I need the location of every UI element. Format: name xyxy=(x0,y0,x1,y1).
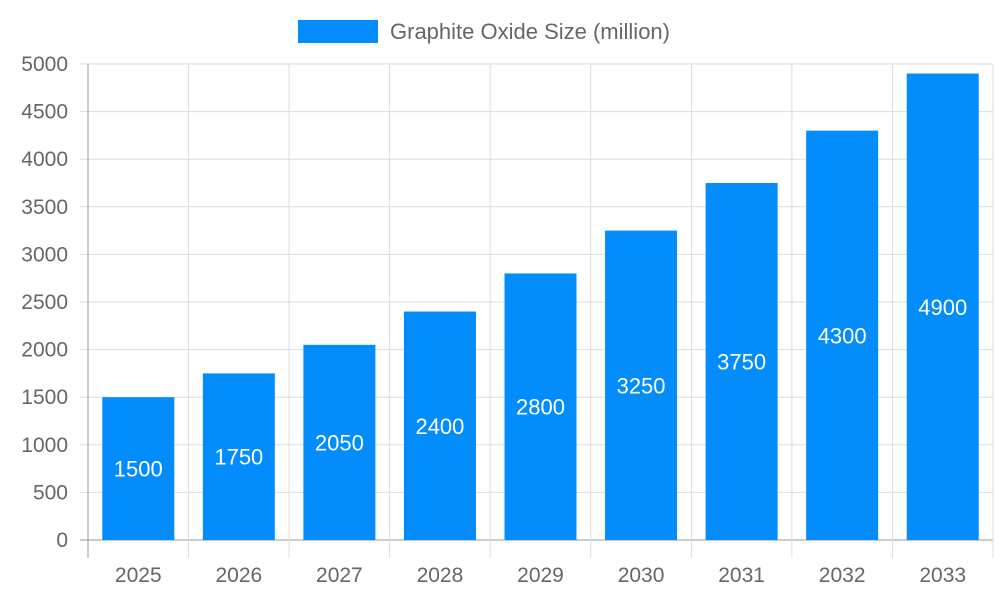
x-tick-label: 2032 xyxy=(819,564,866,587)
x-tick-label: 2026 xyxy=(215,564,262,587)
data-label: 2400 xyxy=(415,414,464,439)
y-tick-label: 3500 xyxy=(21,196,68,219)
bar xyxy=(906,73,979,541)
y-tick-label: 5000 xyxy=(21,53,68,76)
y-tick-label: 1500 xyxy=(21,386,68,409)
data-label: 2800 xyxy=(516,395,565,420)
bars xyxy=(102,73,979,541)
y-tick-label: 500 xyxy=(33,481,68,504)
y-tick-label: 2500 xyxy=(21,291,68,314)
data-label: 1750 xyxy=(214,445,263,470)
y-tick-label: 2000 xyxy=(21,339,68,362)
data-labels: 1500 1750 2050 2400 2800 3250 3750 4300 4900 xyxy=(114,295,967,482)
bar xyxy=(705,183,778,540)
y-tick-label: 0 xyxy=(56,529,68,552)
data-label: 4900 xyxy=(918,295,967,320)
bar xyxy=(605,230,678,540)
x-tick-label: 2033 xyxy=(919,564,966,587)
x-tick-label: 2031 xyxy=(718,564,765,587)
x-tick-label: 2027 xyxy=(316,564,363,587)
x-tick-label: 2030 xyxy=(618,564,665,587)
bar xyxy=(504,273,577,540)
y-tick-label: 3000 xyxy=(21,243,68,266)
legend-swatch xyxy=(298,20,378,43)
legend-label: Graphite Oxide Size (million) xyxy=(390,19,670,44)
data-label: 3750 xyxy=(717,350,766,375)
data-label: 3250 xyxy=(617,373,666,398)
data-label: 2050 xyxy=(315,430,364,455)
data-label: 1500 xyxy=(114,457,163,482)
data-label: 4300 xyxy=(818,323,867,348)
x-tick-label: 2025 xyxy=(115,564,162,587)
axes: 0 500 1000 1500 2000 2500 3000 3500 4000 4500 5000… xyxy=(21,53,966,587)
y-tick-label: 4500 xyxy=(21,101,68,124)
x-tick-label: 2028 xyxy=(417,564,464,587)
bar xyxy=(403,311,476,540)
legend[interactable]: Graphite Oxide Size (million) xyxy=(298,19,670,44)
y-tick-label: 4000 xyxy=(21,148,68,171)
bar xyxy=(806,130,879,540)
bar xyxy=(202,373,275,540)
x-tick-label: 2029 xyxy=(517,564,564,587)
bar xyxy=(303,344,376,540)
bar xyxy=(102,397,175,540)
y-tick-label: 1000 xyxy=(21,434,68,457)
